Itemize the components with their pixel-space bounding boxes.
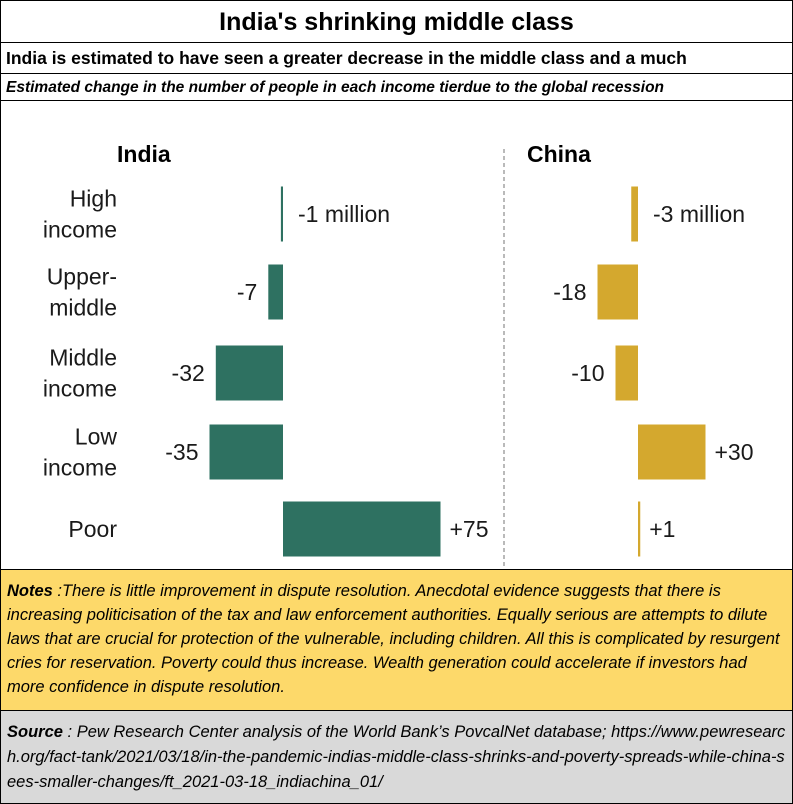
data-label: -32 [172, 360, 205, 386]
subtitle-row: India is estimated to have seen a greate… [1, 43, 792, 74]
data-label: -7 [237, 279, 257, 305]
bar [631, 186, 638, 242]
bar [209, 424, 283, 480]
title-row: India's shrinking middle class [1, 1, 792, 43]
chart-caption: Estimated change in the number of people… [6, 79, 665, 96]
data-label: -10 [571, 360, 604, 386]
bar [283, 501, 441, 557]
bar-chart: High income Upper-middle Middle income Low inc… [43, 141, 754, 567]
bar [215, 345, 283, 401]
notes-box: Notes :There is little improvement in di… [1, 569, 792, 711]
data-label: +1 [649, 516, 675, 542]
notes-text: :There is little improvement in dispute … [7, 582, 780, 696]
bar [280, 186, 283, 242]
data-label: -1 million [298, 201, 390, 227]
chart-area: High income Upper-middle Middle income Low inc… [1, 101, 792, 569]
bar [638, 501, 641, 557]
bar [268, 264, 283, 320]
source-box: Source : Pew Research Center analysis of… [1, 711, 792, 803]
category-label: middle [49, 295, 117, 321]
page-title: India's shrinking middle class [219, 8, 574, 36]
data-label: -18 [553, 279, 586, 305]
bar [597, 264, 638, 320]
category-label: Poor [68, 516, 117, 542]
category-label: income [43, 217, 117, 243]
data-label: +75 [450, 516, 489, 542]
data-label: -35 [165, 439, 198, 465]
data-label: -3 million [653, 201, 745, 227]
category-label: High [70, 186, 117, 212]
source-label: Source [7, 723, 63, 741]
category-label: Upper- [47, 264, 117, 290]
category-label: Low [75, 424, 118, 450]
category-label: Middle [49, 345, 117, 371]
category-label: income [43, 455, 117, 481]
bar [638, 424, 706, 480]
subtitle: India is estimated to have seen a greate… [6, 48, 687, 68]
caption-row: Estimated change in the number of people… [1, 74, 792, 101]
bar [615, 345, 638, 401]
panel-header: China [527, 141, 591, 167]
notes-label: Notes [7, 582, 53, 600]
category-label: income [43, 376, 117, 402]
data-label: +30 [715, 439, 754, 465]
source-text: : Pew Research Center analysis of the Wo… [7, 723, 786, 791]
panel-header: India [117, 141, 171, 167]
